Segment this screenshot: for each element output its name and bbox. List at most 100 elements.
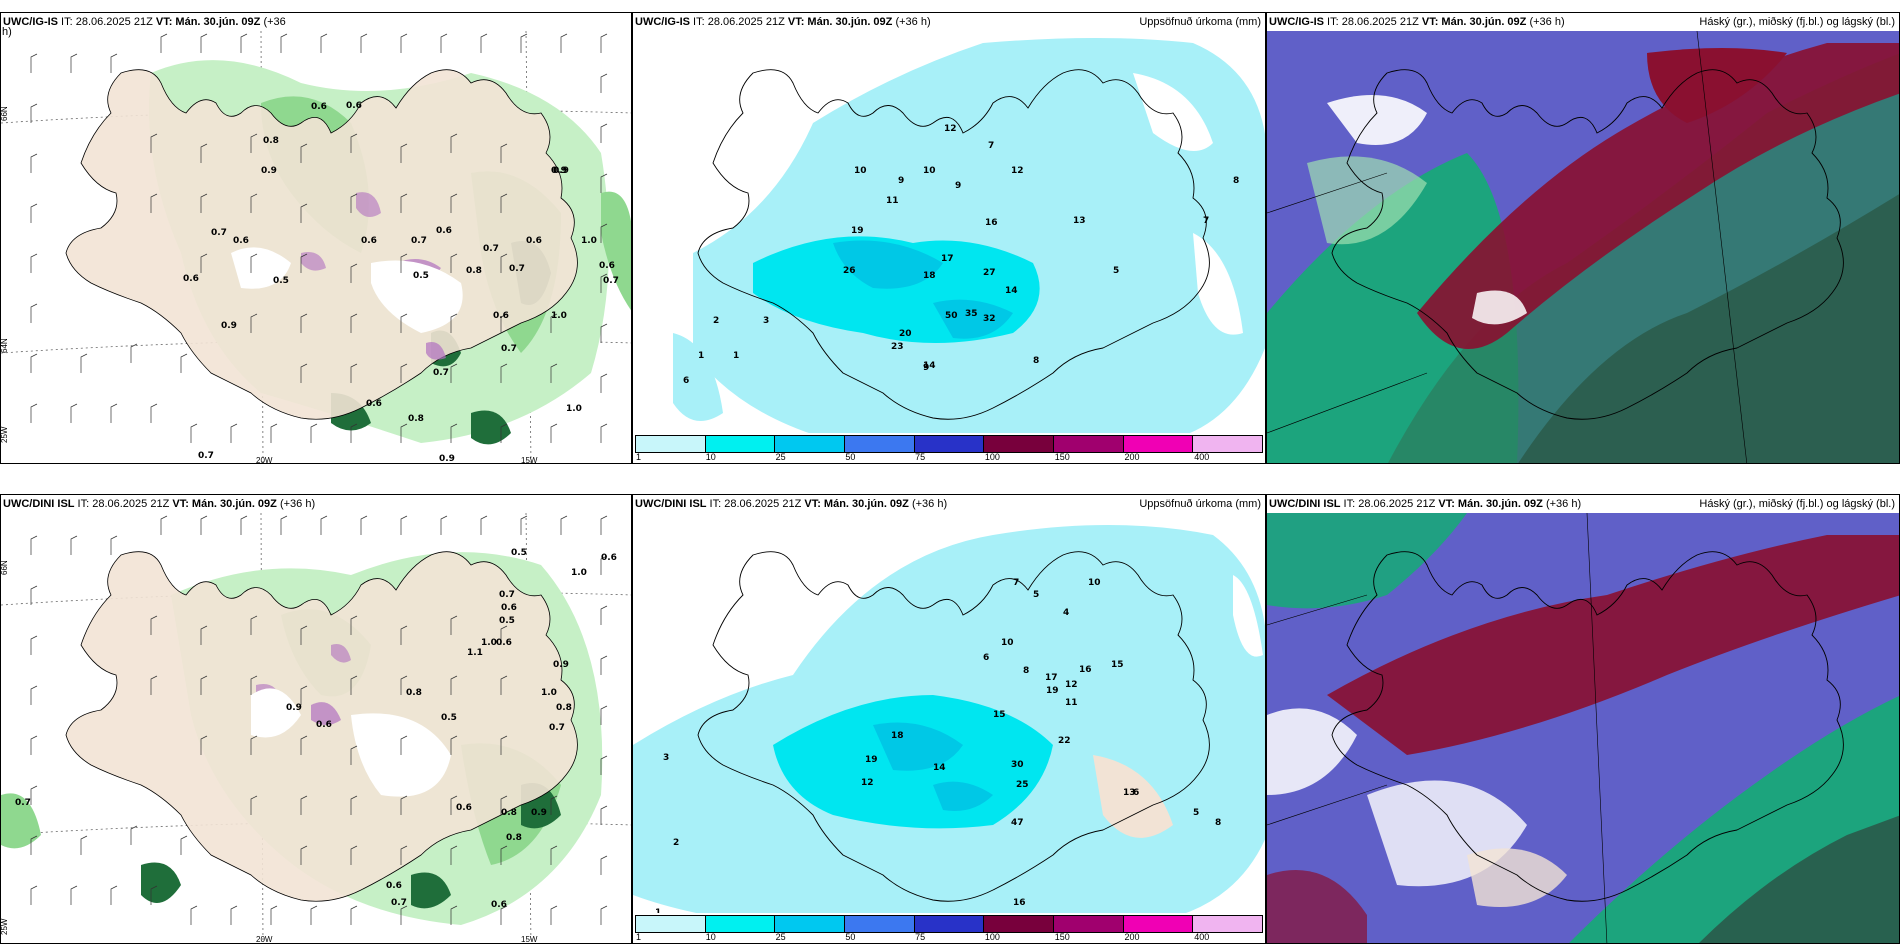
legend-cell [1193, 436, 1263, 452]
accum-value: 32 [983, 314, 996, 324]
grid-labels: 66N 25W 20W 15W [1, 560, 538, 944]
accum-legend: 1 10 25 50 75 100 150 200 400 [633, 913, 1265, 943]
accum-value: 6 [983, 653, 989, 663]
svg-text:15W: 15W [521, 456, 538, 464]
legend-tick: 1 [636, 932, 642, 942]
legend-color-scale [635, 915, 1263, 933]
legend-tick: 100 [984, 932, 1000, 942]
precip-value: 1.0 [581, 236, 597, 246]
accum-value: 13 [1073, 216, 1086, 226]
svg-text:25W: 25W [1, 426, 9, 443]
legend-cell [845, 916, 915, 932]
legend-tick: 25 [775, 452, 786, 462]
accum-value: 11 [886, 196, 899, 206]
legend-tick: 25 [775, 932, 786, 942]
precip-value: 0.8 [408, 414, 424, 424]
accum-value: 7 [988, 141, 994, 151]
accum-value: 23 [891, 342, 904, 352]
accum-areas [673, 38, 1265, 453]
map-panel-dini-accum: UWC/DINI ISL IT: 28.06.2025 21Z VT: Mán.… [632, 494, 1266, 944]
legend-cell [636, 916, 706, 932]
accum-value: 14 [1005, 286, 1018, 296]
accum-value: 25 [1016, 780, 1029, 790]
legend-cell [1054, 916, 1124, 932]
legend-tick: 75 [915, 932, 926, 942]
svg-text:15W: 15W [521, 935, 538, 944]
precip-value: 0.7 [603, 276, 619, 286]
legend-cell [636, 436, 706, 452]
legend-cell [1193, 916, 1263, 932]
legend-tick-labels: 1 10 25 50 75 100 150 200 400 [635, 932, 1263, 942]
legend-tick: 10 [705, 452, 716, 462]
precip-value: 0.6 [456, 803, 472, 813]
legend-color-scale [635, 435, 1263, 453]
panel-header: UWC/IG-IS IT: 28.06.2025 21Z VT: Mán. 30… [633, 13, 1265, 31]
precip-value: 1.0 [571, 568, 587, 578]
precip-value-labels: 0.6 0.6 0.8 0.9 0.7 0.6 0.6 0.5 0.6 0.9 … [183, 101, 619, 464]
precip-value: 0.9 [553, 166, 569, 176]
precip-value: 0.9 [221, 321, 237, 331]
accum-value: 14 [933, 763, 946, 773]
accum-value: 16 [1013, 898, 1026, 908]
svg-text:66N: 66N [1, 560, 9, 575]
legend-cell [914, 916, 985, 932]
map-panel-igis-clouds: UWC/IG-IS IT: 28.06.2025 21Z VT: Mán. 30… [1266, 12, 1900, 464]
accum-value: 12 [1011, 166, 1024, 176]
legend-tick: 150 [1054, 932, 1070, 942]
grid-labels: 66N 64N 25W 20W 15W [1, 106, 538, 464]
accum-value: 11 [1065, 698, 1078, 708]
precip-value: 0.9 [439, 454, 455, 464]
legend-cell [705, 436, 776, 452]
precip-value: 0.7 [15, 798, 31, 808]
legend-tick: 200 [1124, 452, 1140, 462]
precip-value: 0.5 [511, 548, 527, 558]
precip-value: 0.5 [273, 276, 289, 286]
accum-value: 9 [923, 363, 929, 373]
accum-value: 5 [1113, 266, 1119, 276]
accum-value: 50 [945, 311, 958, 321]
legend-cell [1123, 436, 1194, 452]
accum-value: 3 [763, 316, 769, 326]
precip-value: 0.6 [316, 720, 332, 730]
precip-value: 0.8 [506, 833, 522, 843]
precip-value: 1.0 [551, 311, 567, 321]
panel-header: UWC/IG-IS IT: 28.06.2025 21Z VT: Mán. 30… [1, 13, 631, 31]
precip-value: 1.0 [541, 688, 557, 698]
accum-value: 2 [713, 316, 719, 326]
precip-value: 0.6 [526, 236, 542, 246]
accum-value: 9 [898, 176, 904, 186]
accum-value: 18 [891, 731, 904, 741]
precip-value: 0.7 [391, 898, 407, 908]
accum-value: 19 [851, 226, 864, 236]
precip-value-labels: 0.5 1.0 0.6 0.7 0.6 0.5 0.8 0.9 0.5 1.0 … [15, 548, 617, 910]
precip-value: 0.6 [346, 101, 362, 111]
accum-value: 1 [733, 351, 739, 361]
precip-value: 0.7 [549, 723, 565, 733]
precip-map: 0.6 0.6 0.8 0.9 0.7 0.6 0.6 0.5 0.6 0.9 … [1, 30, 631, 464]
precip-value: 0.6 [501, 603, 517, 613]
legend-tick: 1 [636, 452, 642, 462]
map-panel-dini-precip: UWC/DINI ISL IT: 28.06.2025 21Z VT: Mán.… [0, 494, 632, 944]
panel1-header-tail: h) [2, 26, 12, 38]
accum-value: 6 [683, 376, 689, 386]
accum-value: 19 [865, 755, 878, 765]
precip-value: 0.7 [198, 451, 214, 461]
accum-value: 13 [1123, 788, 1136, 798]
accum-value: 18 [923, 271, 936, 281]
svg-text:64N: 64N [1, 338, 9, 353]
legend-tick-labels: 1 10 25 50 75 100 150 200 400 [635, 452, 1263, 462]
precip-value: 0.6 [311, 102, 327, 112]
precip-value: 0.7 [499, 590, 515, 600]
accum-value: 7 [1013, 578, 1019, 588]
accum-value: 47 [1011, 818, 1024, 828]
legend-tick: 50 [845, 932, 856, 942]
map-panel-igis-precip: UWC/IG-IS IT: 28.06.2025 21Z VT: Mán. 30… [0, 12, 632, 464]
accum-value: 10 [923, 166, 936, 176]
legend-cell [1054, 436, 1124, 452]
accum-value: 4 [1063, 608, 1069, 618]
accum-value: 35 [965, 309, 978, 319]
accum-value: 12 [1065, 680, 1078, 690]
precip-value: 0.7 [211, 228, 227, 238]
precip-value: 0.6 [361, 236, 377, 246]
legend-cell [775, 436, 846, 452]
